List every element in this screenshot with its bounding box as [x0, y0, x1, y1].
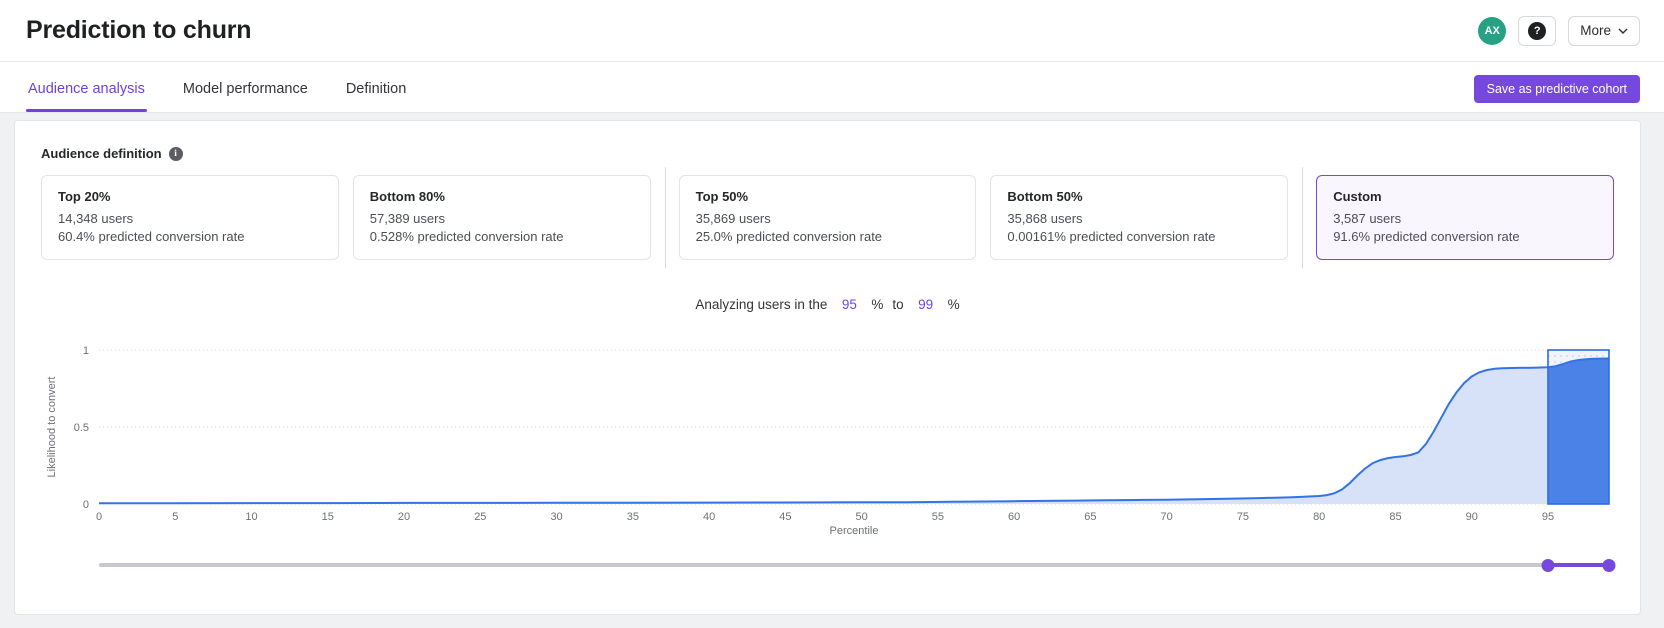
x-axis-ticks: 0 5 10 15 20 25 30 35 40 45 50 55 60 65 70 75 80 85 90 95 — [96, 511, 1554, 523]
range-connector: to — [892, 296, 904, 312]
audience-analysis-panel: Audience definition i Top 20% 14,348 use… — [14, 120, 1641, 615]
svg-text:65: 65 — [1084, 511, 1096, 523]
tab-audience-analysis[interactable]: Audience analysis — [26, 67, 147, 112]
svg-text:45: 45 — [779, 511, 791, 523]
audience-card-users: 35,868 users — [1007, 211, 1083, 226]
page-header: Prediction to churn AX ? More — [0, 0, 1664, 62]
area-fill — [99, 358, 1609, 504]
audience-card-users: 14,348 users — [58, 211, 134, 226]
audience-definition-label: Audience definition — [41, 146, 162, 161]
more-button[interactable]: More — [1568, 15, 1640, 46]
save-as-predictive-cohort-button[interactable]: Save as predictive cohort — [1473, 75, 1640, 103]
question-mark-icon: ? — [1528, 21, 1547, 40]
percentile-to-input[interactable] — [912, 296, 939, 312]
tab-bar: Audience analysis Model performance Defi… — [0, 62, 1664, 113]
svg-text:55: 55 — [932, 511, 944, 523]
audience-card-bottom-80[interactable]: Bottom 80% 57,389 users 0.528% predicted… — [352, 175, 651, 260]
header-actions: AX ? More — [1478, 15, 1640, 46]
audience-card-bottom-50[interactable]: Bottom 50% 35,868 users 0.00161% predict… — [990, 175, 1289, 260]
percent-sign: % — [871, 296, 884, 312]
slider-track[interactable] — [99, 562, 1609, 567]
svg-text:75: 75 — [1237, 511, 1249, 523]
avatar[interactable]: AX — [1478, 16, 1507, 45]
info-icon[interactable]: i — [168, 146, 183, 161]
svg-text:90: 90 — [1466, 511, 1478, 523]
audience-card-title: Top 20% — [58, 189, 111, 204]
main-area: Audience definition i Top 20% 14,348 use… — [0, 113, 1664, 628]
svg-text:0.5: 0.5 — [74, 422, 89, 434]
tab-definition[interactable]: Definition — [345, 81, 407, 97]
x-axis-label: Percentile — [830, 525, 879, 537]
likelihood-curve — [99, 357, 1610, 505]
vertical-divider — [664, 167, 666, 268]
tab-model-performance[interactable]: Model performance — [182, 81, 308, 97]
audience-card-top-20[interactable]: Top 20% 14,348 users 60.4% predicted con… — [41, 175, 339, 260]
svg-text:0: 0 — [83, 499, 89, 511]
percentile-range-slider — [99, 558, 1616, 572]
svg-text:40: 40 — [703, 511, 715, 523]
svg-text:70: 70 — [1161, 511, 1173, 523]
svg-text:25: 25 — [474, 511, 486, 523]
svg-text:5: 5 — [172, 511, 178, 523]
audience-card-rate: 60.4% predicted conversion rate — [58, 229, 245, 245]
percent-sign: % — [947, 296, 960, 312]
analyzing-prefix: Analyzing users in the — [695, 296, 828, 312]
audience-cards-row: Top 20% 14,348 users 60.4% predicted con… — [41, 167, 1614, 268]
help-button[interactable]: ? — [1518, 15, 1557, 46]
audience-card-rate: 91.6% predicted conversion rate — [1333, 229, 1520, 245]
likelihood-chart: 0 0.5 1 0 5 10 15 20 25 30 35 40 45 50 55 60 65 70 75 80 85… — [41, 324, 1614, 543]
selection-area-fill — [1547, 358, 1609, 504]
svg-text:95: 95 — [1542, 511, 1554, 523]
selection-region[interactable] — [1547, 349, 1610, 505]
svg-text:20: 20 — [398, 511, 410, 523]
svg-text:30: 30 — [550, 511, 562, 523]
audience-card-users: 57,389 users — [369, 211, 445, 226]
svg-text:60: 60 — [1008, 511, 1020, 523]
audience-card-title: Bottom 80% — [369, 189, 445, 204]
percentile-from-input[interactable] — [836, 296, 863, 312]
vertical-divider — [1302, 167, 1304, 268]
svg-text:0: 0 — [96, 511, 102, 523]
audience-card-title: Bottom 50% — [1007, 189, 1083, 204]
analyzing-range-control: Analyzing users in the % to % — [41, 296, 1614, 312]
slider-selected-range[interactable] — [1547, 562, 1609, 567]
tabs: Audience analysis Model performance Defi… — [26, 67, 408, 112]
svg-text:10: 10 — [245, 511, 257, 523]
area-chart-svg: 00.51 0 5 10 15 20 25 30 35 40 45 50 55 60 65 70 75 80 85… — [46, 345, 1610, 537]
audience-card-top-50[interactable]: Top 50% 35,869 users 25.0% predicted con… — [678, 175, 977, 260]
svg-text:50: 50 — [856, 511, 868, 523]
audience-definition-header: Audience definition i — [41, 146, 1614, 161]
audience-card-custom[interactable]: Custom 3,587 users 91.6% predicted conve… — [1316, 175, 1614, 260]
audience-card-rate: 0.528% predicted conversion rate — [369, 229, 564, 245]
page-title: Prediction to churn — [26, 16, 252, 44]
svg-text:35: 35 — [627, 511, 639, 523]
audience-card-rate: 0.00161% predicted conversion rate — [1007, 229, 1216, 245]
audience-card-title: Top 50% — [695, 189, 749, 204]
audience-card-users: 3,587 users — [1333, 211, 1402, 226]
slider-handle-to[interactable] — [1602, 558, 1616, 572]
svg-text:80: 80 — [1313, 511, 1325, 523]
slider-handle-from[interactable] — [1541, 558, 1555, 572]
y-axis-label: Likelihood to convert — [46, 376, 58, 477]
more-button-label: More — [1580, 23, 1611, 38]
svg-text:15: 15 — [322, 511, 334, 523]
audience-card-users: 35,869 users — [695, 211, 771, 226]
audience-card-rate: 25.0% predicted conversion rate — [695, 229, 883, 245]
svg-text:85: 85 — [1389, 511, 1401, 523]
svg-text:1: 1 — [83, 345, 89, 357]
y-axis-ticks: 00.51 — [74, 345, 89, 511]
chevron-down-icon — [1618, 28, 1628, 34]
audience-card-title: Custom — [1333, 189, 1382, 204]
